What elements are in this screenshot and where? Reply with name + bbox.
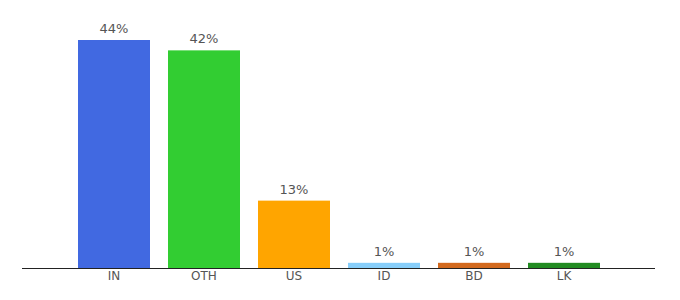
bar bbox=[78, 40, 150, 268]
x-tick-label: US bbox=[286, 269, 302, 283]
x-tick-label: ID bbox=[378, 269, 391, 283]
data-label: 1% bbox=[464, 244, 485, 259]
labels: 44% IN 42% OTH 13% US 1% ID 1% BD 1% LK bbox=[100, 21, 575, 283]
x-axis-line bbox=[22, 268, 655, 269]
x-tick-label: IN bbox=[108, 269, 121, 283]
bar bbox=[258, 201, 330, 268]
data-label: 44% bbox=[100, 21, 129, 36]
x-tick-label: BD bbox=[465, 269, 482, 283]
bar bbox=[528, 263, 600, 268]
data-label: 13% bbox=[280, 182, 309, 197]
data-label: 1% bbox=[554, 244, 575, 259]
x-tick-label: OTH bbox=[191, 269, 217, 283]
x-tick-label: LK bbox=[557, 269, 573, 283]
bar bbox=[168, 50, 240, 268]
data-label: 42% bbox=[190, 31, 219, 46]
chart-svg: 44% IN 42% OTH 13% US 1% ID 1% BD 1% LK bbox=[0, 0, 680, 300]
bar bbox=[348, 263, 420, 268]
bar bbox=[438, 263, 510, 268]
data-label: 1% bbox=[374, 244, 395, 259]
bars bbox=[78, 40, 600, 268]
chart-container: 44% IN 42% OTH 13% US 1% ID 1% BD 1% LK bbox=[0, 0, 680, 300]
